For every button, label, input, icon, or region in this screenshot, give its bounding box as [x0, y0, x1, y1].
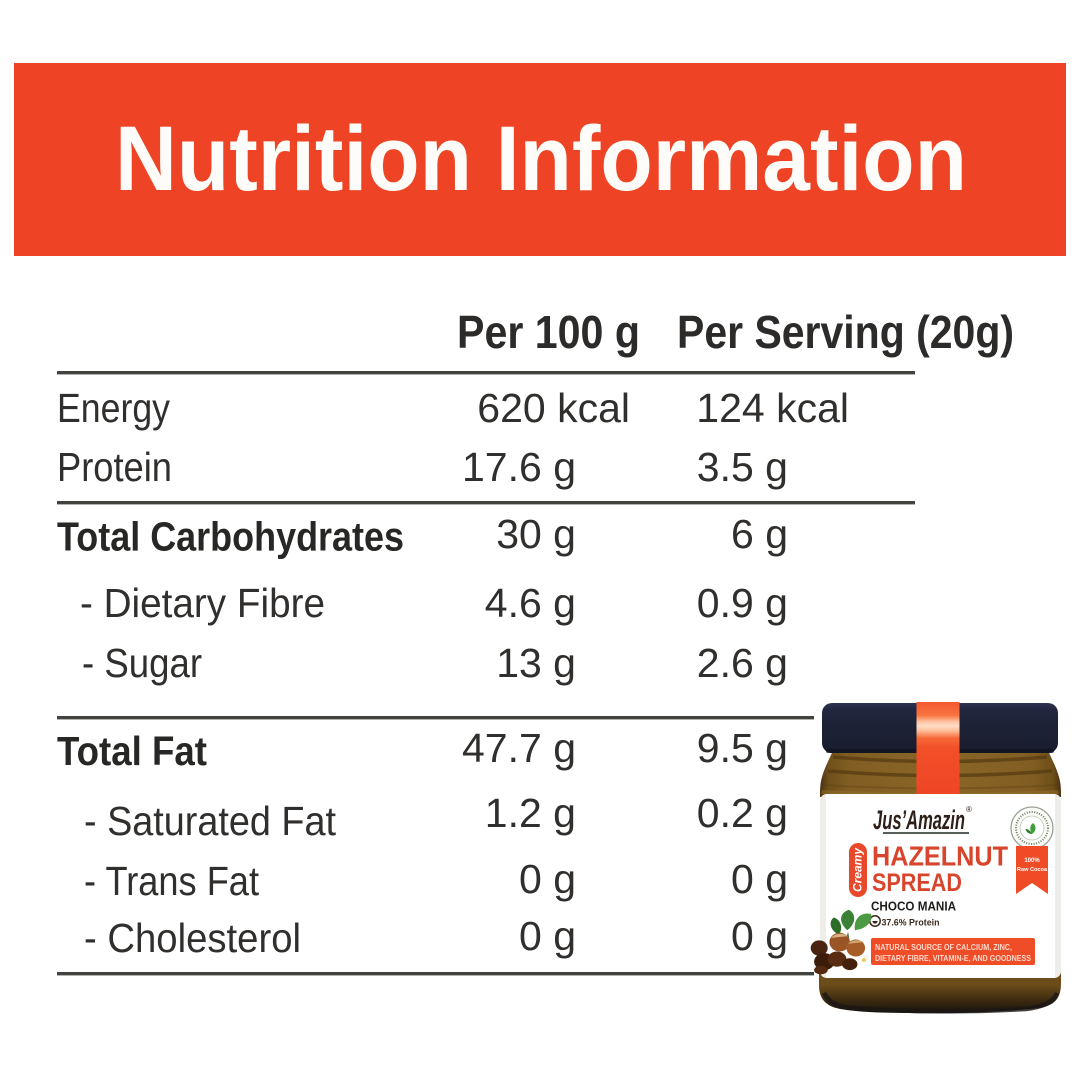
svg-text:13 g: 13 g	[496, 640, 576, 686]
svg-text:1.2 g: 1.2 g	[485, 790, 576, 836]
svg-text:0 g: 0 g	[519, 856, 576, 902]
svg-text:Total Carbohydrates: Total Carbohydrates	[57, 514, 404, 560]
svg-text:Nutrition Information: Nutrition Information	[115, 108, 967, 210]
svg-text:0.9 g: 0.9 g	[697, 580, 788, 626]
svg-text:0.2 g: 0.2 g	[697, 790, 788, 836]
svg-text:2.6 g: 2.6 g	[697, 640, 788, 686]
svg-text:Total Fat: Total Fat	[57, 728, 207, 774]
svg-text:3.5 g: 3.5 g	[697, 444, 788, 490]
svg-text:0 g: 0 g	[519, 913, 576, 959]
svg-text:- Sugar: - Sugar	[82, 640, 202, 686]
svg-text:- Dietary Fibre: - Dietary Fibre	[80, 580, 325, 626]
svg-text:CHOCO MANIA: CHOCO MANIA	[871, 900, 956, 914]
svg-text:- Trans Fat: - Trans Fat	[84, 858, 260, 904]
svg-text:100%: 100%	[1024, 858, 1040, 864]
svg-text:30 g: 30 g	[496, 511, 576, 557]
svg-text:Energy: Energy	[57, 385, 170, 431]
svg-text:17.6 g: 17.6 g	[462, 444, 576, 490]
svg-text:4.6 g: 4.6 g	[485, 580, 576, 626]
svg-text:DIETARY FIBRE, VITAMIN-E, AND: DIETARY FIBRE, VITAMIN-E, AND GOODNESS	[875, 954, 1032, 963]
svg-text:HAZELNUT: HAZELNUT	[872, 841, 1008, 872]
svg-text:Per 100 g: Per 100 g	[457, 306, 640, 358]
svg-text:Raw Cocoa: Raw Cocoa	[1017, 867, 1048, 873]
svg-text:NATURAL SOURCE OF CALCIUM, ZIN: NATURAL SOURCE OF CALCIUM, ZINC,	[875, 943, 1012, 952]
svg-text:124 kcal: 124 kcal	[696, 385, 849, 431]
svg-text:Jus’Amazin: Jus’Amazin	[873, 805, 965, 835]
svg-text:37.6% Protein: 37.6% Protein	[882, 918, 940, 929]
svg-text:Creamy: Creamy	[851, 847, 865, 892]
svg-text:6 g: 6 g	[731, 511, 788, 557]
svg-text:SPREAD: SPREAD	[872, 869, 962, 897]
svg-text:0 g: 0 g	[731, 856, 788, 902]
svg-text:- Saturated Fat: - Saturated Fat	[84, 798, 337, 844]
svg-text:9.5 g: 9.5 g	[697, 725, 788, 771]
svg-text:0 g: 0 g	[731, 913, 788, 959]
svg-text:Per Serving (20g): Per Serving (20g)	[677, 306, 1014, 358]
svg-text:47.7 g: 47.7 g	[462, 725, 576, 771]
svg-text:®: ®	[966, 805, 972, 814]
svg-text:Protein: Protein	[57, 444, 172, 490]
svg-text:- Cholesterol: - Cholesterol	[84, 915, 301, 961]
svg-text:620 kcal: 620 kcal	[477, 385, 630, 431]
